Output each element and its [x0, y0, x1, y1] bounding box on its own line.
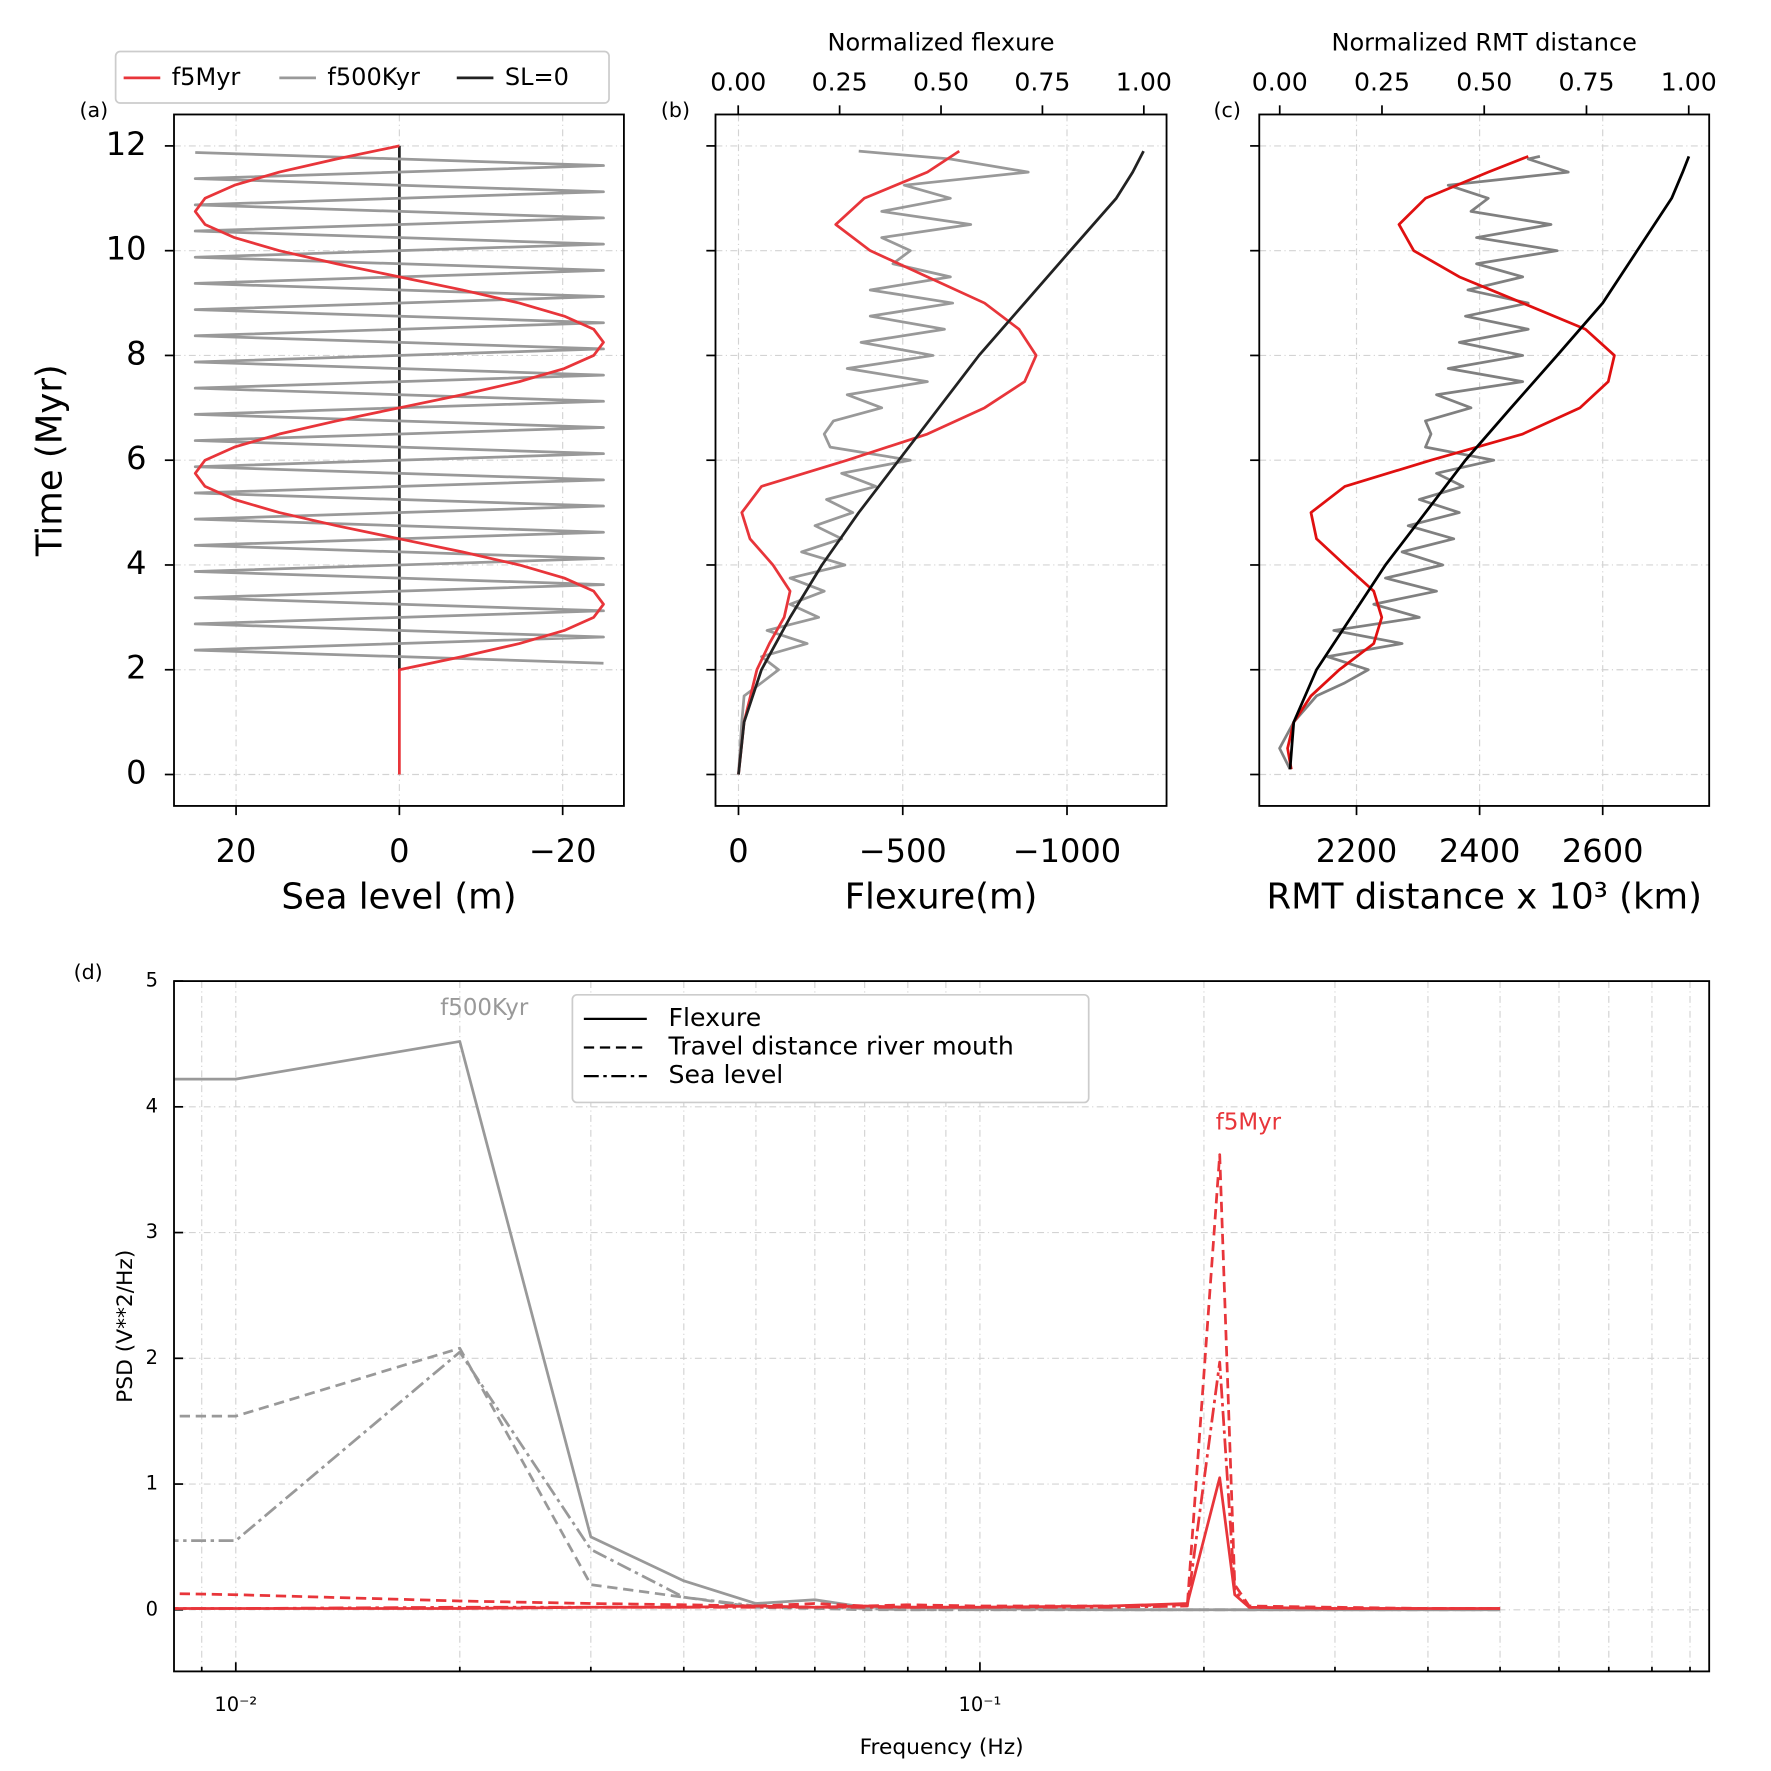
legend-box — [114, 50, 610, 104]
x-tick-label: −500 — [859, 832, 947, 870]
x-tick-label: 20 — [216, 832, 257, 870]
series-line — [174, 1350, 1501, 1612]
panel: 2200 2400 2600 0.00 0.25 0.50 0.75 1.00 Normaliz… — [1214, 29, 1717, 918]
plot-area — [737, 149, 1145, 775]
frame — [173, 113, 625, 807]
panel-label: (a) — [80, 98, 109, 122]
y-tick-label: 3 — [146, 1220, 158, 1243]
x2-tick-label: 0.00 — [1252, 68, 1308, 97]
x2-tick-label: 0.00 — [710, 68, 766, 97]
x-axis-label: Frequency (Hz) — [860, 1735, 1024, 1760]
x-tick-label: 2200 — [1316, 832, 1398, 870]
x-axis-label: RMT distance x 10³ (km) — [1267, 877, 1702, 918]
series-line — [174, 1346, 1501, 1612]
annotation: f500Kyr — [440, 995, 529, 1021]
panel: 10⁻² 10⁻¹ 0 1 2 3 4 5 Frequency (Hz) PSD (V**2/Hz… — [74, 960, 1711, 1760]
y-tick-label: 6 — [126, 439, 146, 477]
x-tick-label: 0 — [728, 832, 748, 870]
x2-axis-label: Normalized RMT distance — [1331, 29, 1637, 57]
y-tick-label: 8 — [126, 334, 146, 372]
panel: 20 0 −20 0 2 4 6 8 10 12 Sea level (m) Time (Myr) (a… — [30, 50, 625, 918]
plot-area — [1278, 155, 1691, 770]
x-tick-label: 0 — [389, 832, 409, 870]
y-tick-label: 10 — [106, 230, 147, 268]
series-line — [737, 150, 1145, 775]
series-line — [737, 149, 1030, 775]
y-tick-label: 2 — [126, 649, 146, 687]
frame — [1258, 113, 1711, 807]
series-line — [174, 1153, 1501, 1610]
series-line — [1278, 155, 1570, 770]
y-tick-label: 5 — [146, 969, 158, 992]
x-tick-label: −20 — [529, 832, 597, 870]
y-tick-label: 1 — [146, 1472, 158, 1495]
y-tick-label: 12 — [106, 125, 147, 163]
x-axis-label: Flexure(m) — [845, 877, 1038, 918]
series-line — [174, 1360, 1501, 1610]
x-tick-label: −1000 — [1013, 832, 1121, 870]
series-line — [1286, 155, 1616, 770]
series-line — [174, 1040, 1501, 1612]
legend-label: f500Kyr — [327, 63, 420, 91]
panel: 0 −500 −1000 0.00 0.25 0.50 0.75 1.00 Normalized… — [661, 29, 1172, 918]
x2-tick-label: 1.00 — [1661, 68, 1717, 97]
frame — [714, 113, 1168, 807]
x2-tick-label: 0.50 — [913, 68, 969, 97]
legend-label: f5Myr — [172, 63, 241, 91]
y-tick-label: 0 — [126, 754, 146, 792]
x2-tick-label: 0.25 — [812, 68, 868, 97]
legend-box — [571, 993, 1090, 1104]
legend-label: Sea level — [669, 1060, 784, 1089]
y-tick-label: 0 — [146, 1597, 158, 1620]
panel-label: (c) — [1214, 98, 1241, 122]
series-line — [174, 1476, 1501, 1610]
x2-tick-label: 0.50 — [1456, 68, 1512, 97]
legend-label: Travel distance river mouth — [668, 1031, 1014, 1060]
x2-tick-label: 1.00 — [1116, 68, 1172, 97]
y-axis-label: PSD (V**2/Hz) — [113, 1250, 138, 1403]
y-tick-label: 4 — [146, 1094, 158, 1117]
x-tick-label: 2600 — [1562, 832, 1644, 870]
x-axis-label: Sea level (m) — [281, 877, 516, 918]
x-tick-label: 2400 — [1439, 832, 1521, 870]
legend: f5Myr f500Kyr SL=0 — [114, 50, 610, 104]
annotation: f5Myr — [1216, 1110, 1282, 1136]
x-tick-label: 10⁻¹ — [959, 1693, 1002, 1716]
x2-tick-label: 0.75 — [1558, 68, 1614, 97]
y-tick-label: 4 — [126, 544, 146, 582]
frame — [173, 980, 1711, 1673]
series-line — [193, 144, 605, 775]
legend-label: Flexure — [669, 1003, 762, 1032]
y-axis-label: Time (Myr) — [30, 364, 71, 557]
x-tick-label: 10⁻² — [214, 1693, 257, 1716]
x2-tick-label: 0.75 — [1014, 68, 1070, 97]
legend-label: SL=0 — [505, 63, 569, 91]
plot-area — [193, 144, 605, 775]
plot-area — [174, 1040, 1501, 1612]
series-line — [737, 149, 1038, 775]
panel-label: (d) — [74, 960, 103, 984]
x2-tick-label: 0.25 — [1354, 68, 1410, 97]
series-line — [1288, 155, 1691, 770]
panel-label: (b) — [661, 98, 690, 122]
x2-axis-label: Normalized flexure — [828, 29, 1055, 57]
y-tick-label: 2 — [146, 1346, 158, 1369]
